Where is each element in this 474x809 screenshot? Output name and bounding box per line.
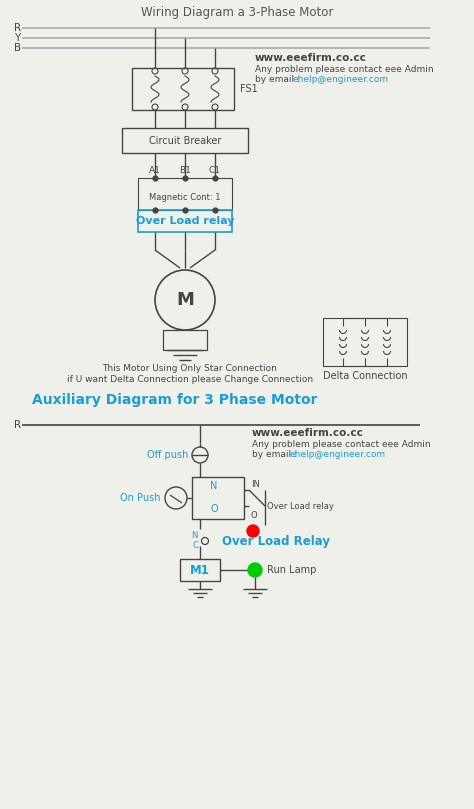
Text: M1: M1 <box>190 564 210 577</box>
Text: Over Load Relay: Over Load Relay <box>222 535 330 548</box>
Text: Auxiliary Diagram for 3 Phase Motor: Auxiliary Diagram for 3 Phase Motor <box>32 393 318 407</box>
Text: N: N <box>210 481 218 491</box>
Text: This Motor Using Only Star Connection: This Motor Using Only Star Connection <box>102 363 277 372</box>
Text: B1: B1 <box>179 166 191 175</box>
Text: Delta Connection: Delta Connection <box>323 371 407 381</box>
Text: Any problem please contact eee Admin: Any problem please contact eee Admin <box>252 439 430 448</box>
Text: Run Lamp: Run Lamp <box>267 565 316 575</box>
Text: by email :: by email : <box>252 450 300 459</box>
Text: by email :: by email : <box>255 74 303 83</box>
Text: www.eeefirm.co.cc: www.eeefirm.co.cc <box>252 428 364 438</box>
Text: IN: IN <box>251 480 260 489</box>
Text: B: B <box>14 43 21 53</box>
Bar <box>163 330 207 350</box>
Text: Over Load relay: Over Load relay <box>136 216 234 226</box>
Text: Any problem please contact eee Admin: Any problem please contact eee Admin <box>255 65 434 74</box>
Text: R: R <box>14 23 21 33</box>
Text: www.eeefirm.co.cc: www.eeefirm.co.cc <box>255 53 367 63</box>
Text: On Push: On Push <box>120 493 161 503</box>
Text: C1: C1 <box>209 166 221 175</box>
Text: ehelp@engineer.com: ehelp@engineer.com <box>290 450 386 459</box>
Text: O: O <box>210 504 218 514</box>
Text: R: R <box>14 420 21 430</box>
Text: Wiring Diagram a 3-Phase Motor: Wiring Diagram a 3-Phase Motor <box>141 6 333 19</box>
Text: Y: Y <box>14 33 20 43</box>
Text: N: N <box>191 532 198 540</box>
Circle shape <box>247 525 259 537</box>
Text: A1: A1 <box>149 166 161 175</box>
Bar <box>132 68 234 110</box>
Text: FS1: FS1 <box>240 84 258 94</box>
Bar <box>192 477 244 519</box>
Bar <box>122 128 248 153</box>
Bar <box>180 559 220 581</box>
Text: C: C <box>192 541 198 550</box>
Text: Magnetic Cont: 1: Magnetic Cont: 1 <box>149 193 221 201</box>
Text: Off push: Off push <box>146 450 188 460</box>
Bar <box>323 318 407 366</box>
Text: O: O <box>251 510 258 519</box>
Text: ehelp@engineer.com: ehelp@engineer.com <box>293 74 389 83</box>
Circle shape <box>248 563 262 577</box>
Bar <box>138 178 232 210</box>
Bar <box>138 210 232 232</box>
Text: if U want Delta Connection please Change Connection: if U want Delta Connection please Change… <box>67 375 313 383</box>
Text: Over Load relay: Over Load relay <box>267 502 334 510</box>
Text: Circuit Breaker: Circuit Breaker <box>149 135 221 146</box>
Text: M: M <box>176 291 194 309</box>
